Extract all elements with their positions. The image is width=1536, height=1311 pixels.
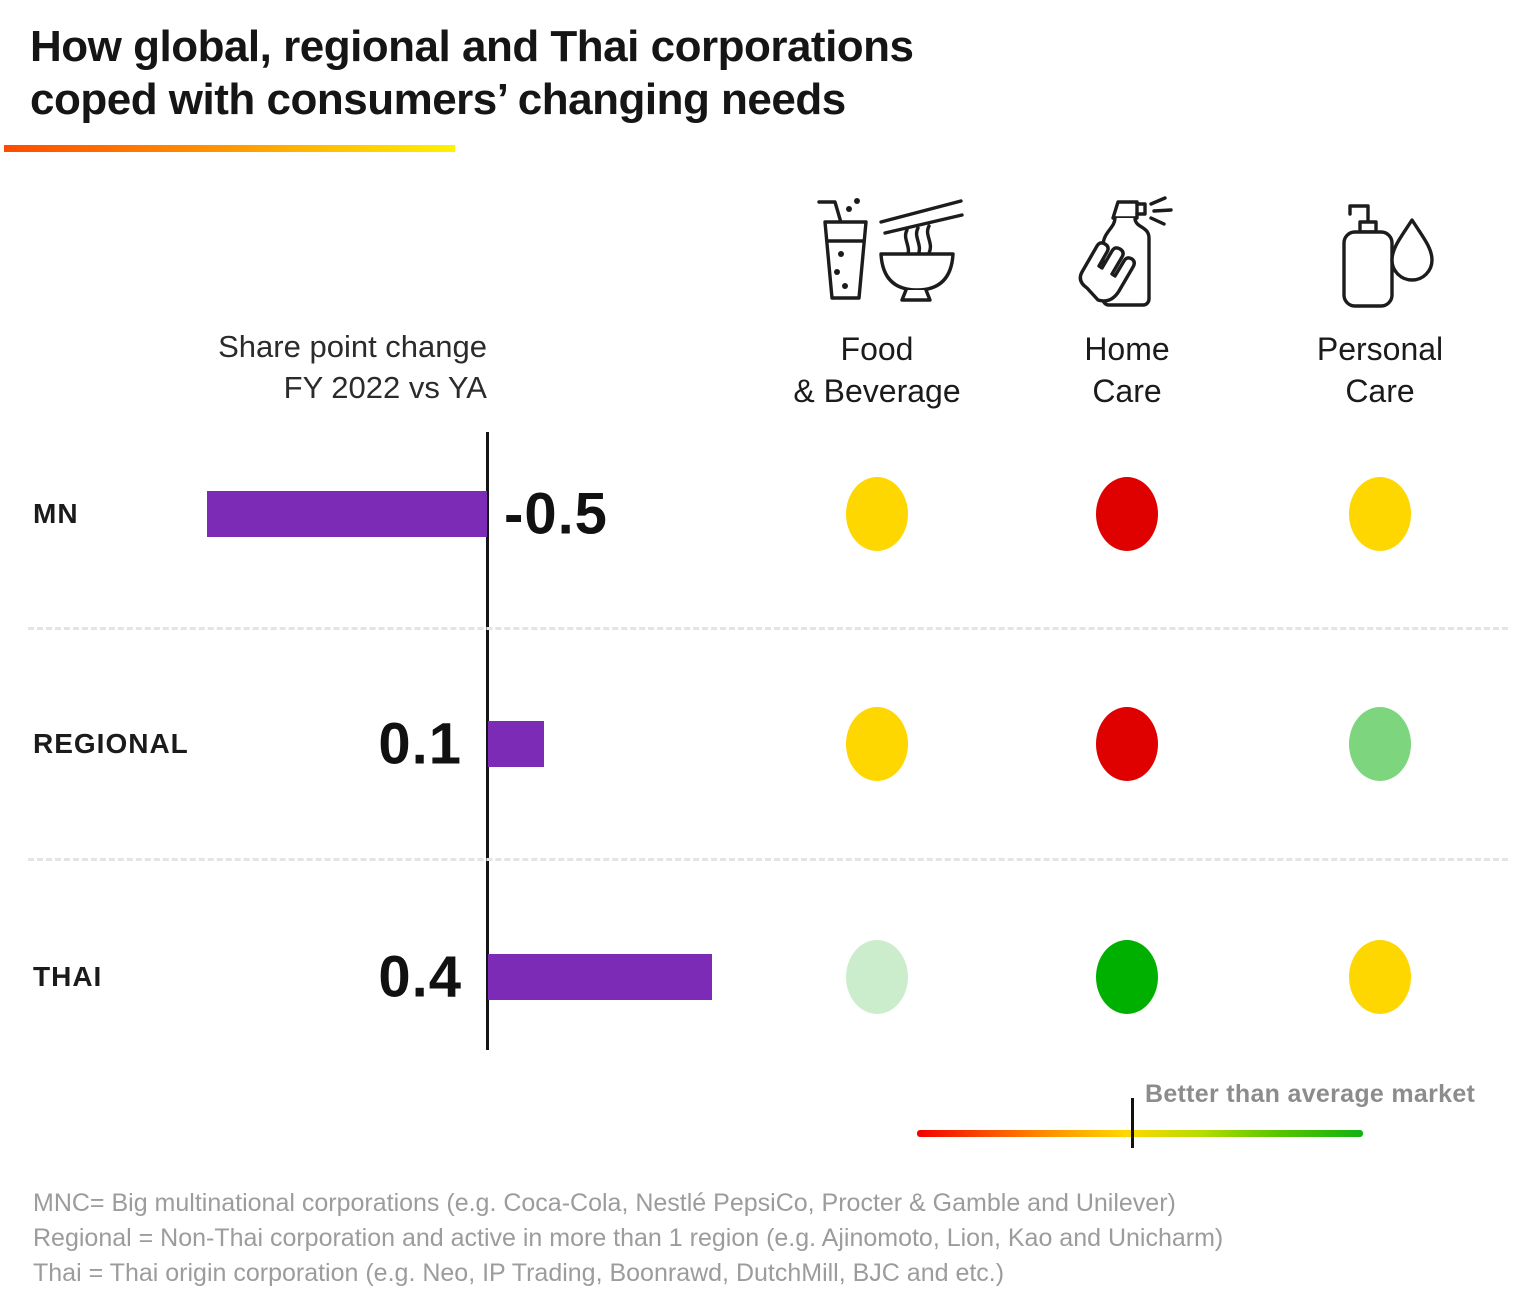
column-label-food-beverage: Food & Beverage [793, 331, 961, 409]
value-mn: -0.5 [504, 481, 608, 547]
footnote-mnc: MNC= Big multinational corporations (e.g… [33, 1189, 1176, 1217]
food-beverage-icon-box [742, 186, 1012, 314]
legend-gradient-line [917, 1130, 1363, 1137]
row-label-thai: THAI [33, 961, 103, 992]
bar-thai [488, 954, 712, 1000]
legend-average-tick [1131, 1098, 1134, 1148]
row-label-mn: MN [33, 498, 79, 529]
rating-dot [1096, 707, 1158, 781]
value-thai: 0.4 [378, 944, 462, 1010]
column-header-food-beverage: Food & Beverage [742, 186, 1012, 412]
rating-dot [846, 707, 908, 781]
row-label-regional: REGIONAL [33, 728, 189, 759]
food-beverage-icon [817, 198, 964, 302]
rating-dot [1349, 477, 1411, 551]
rating-dot [1349, 707, 1411, 781]
home-care-icon-box [992, 186, 1262, 314]
column-header-home-care: Home Care [992, 186, 1262, 412]
rating-dot [1349, 940, 1411, 1014]
bar-regional [488, 721, 544, 767]
personal-care-icon-box [1245, 186, 1515, 314]
baseline-axis [486, 432, 489, 1050]
rating-dot [1096, 940, 1158, 1014]
personal-care-icon [1342, 204, 1434, 308]
legend-label: Better than average market [1145, 1080, 1476, 1108]
rating-dot [1096, 477, 1158, 551]
rating-dot [846, 477, 908, 551]
row-separator [28, 858, 1508, 861]
footnote-thai: Thai = Thai origin corporation (e.g. Neo… [33, 1259, 1005, 1287]
value-regional: 0.1 [378, 711, 462, 777]
home-care-icon [1078, 196, 1173, 307]
title-line-2: coped with consumers’ changing needs [30, 75, 846, 124]
title-accent-rule [4, 145, 455, 152]
footnotes: MNC= Big multinational corporations (e.g… [33, 1186, 1223, 1291]
column-label-personal-care: Personal Care [1316, 331, 1444, 409]
column-header-personal-care: Personal Care [1245, 186, 1515, 412]
bar-mn [207, 491, 487, 537]
column-label-home-care: Home Care [1084, 331, 1170, 409]
page-title: How global, regional and Thai corporatio… [30, 20, 914, 126]
value-axis-title: Share point change FY 2022 vs YA [218, 329, 487, 405]
row-separator [28, 627, 1508, 630]
footnote-regional: Regional = Non-Thai corporation and acti… [33, 1224, 1224, 1252]
rating-dot [846, 940, 908, 1014]
title-line-1: How global, regional and Thai corporatio… [30, 22, 914, 71]
